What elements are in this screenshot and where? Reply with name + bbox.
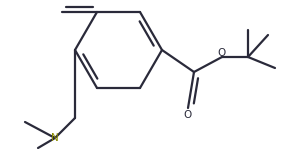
- Text: N: N: [51, 133, 59, 143]
- Text: O: O: [218, 48, 226, 58]
- Text: O: O: [184, 110, 192, 120]
